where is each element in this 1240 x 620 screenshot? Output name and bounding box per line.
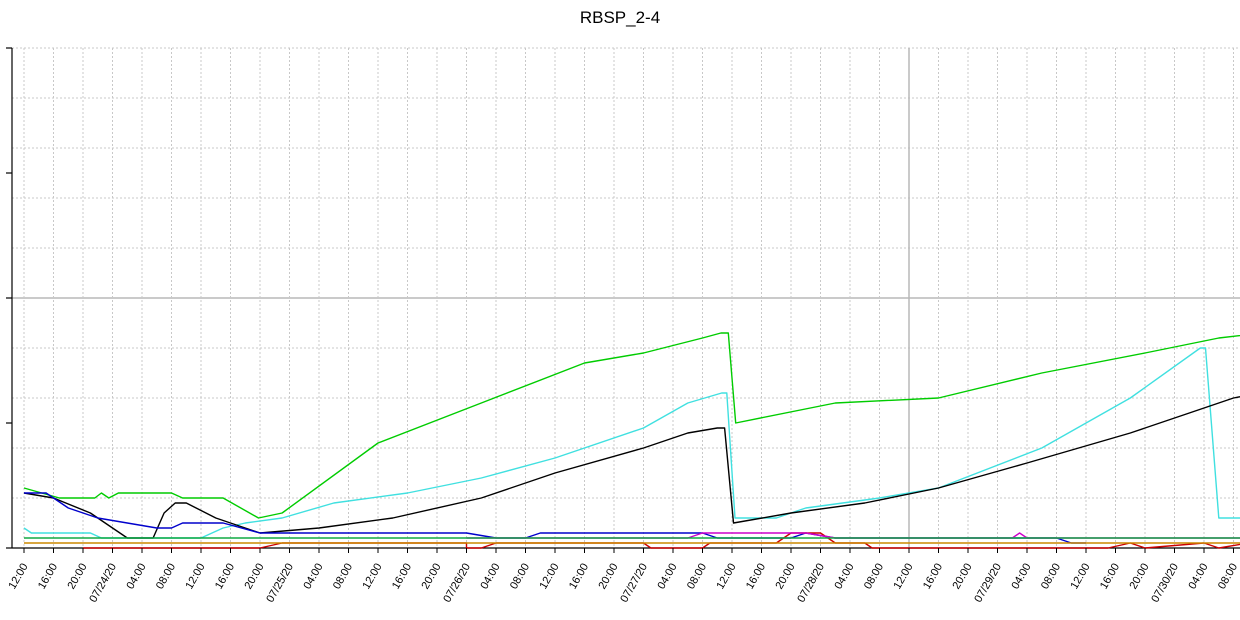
x-tick-label: 16:00 (390, 562, 414, 592)
x-tick-label: 04:00 (1009, 562, 1033, 592)
x-tick-label: 07/30/20 (1149, 562, 1181, 605)
x-tick-label: 20:00 (596, 562, 620, 592)
x-tick-label: 07/26/20 (441, 562, 473, 605)
x-tick-label: 08:00 (331, 562, 355, 592)
series-line-0 (23, 332, 1240, 519)
x-tick-label: 16:00 (744, 562, 768, 592)
x-tick-label: 16:00 (36, 562, 60, 592)
x-tick-label: 12:00 (1068, 562, 1092, 592)
x-tick-label: 12:00 (714, 562, 738, 592)
x-tick-label: 04:00 (832, 562, 856, 592)
grid (12, 47, 1240, 548)
x-tick-label: 04:00 (478, 562, 502, 592)
x-tick-label: 07/29/20 (972, 562, 1004, 605)
x-tick-label: 16:00 (921, 562, 945, 592)
series-line-5 (466, 532, 1240, 539)
chart-title: RBSP_2-4 (579, 8, 661, 27)
x-tick-label: 08:00 (862, 562, 886, 592)
x-tick-label: 20:00 (419, 562, 443, 592)
x-tick-label: 08:00 (508, 562, 532, 592)
x-tick-label: 07/24/20 (87, 562, 119, 605)
x-tick-label: 04:00 (655, 562, 679, 592)
x-tick-label: 16:00 (213, 562, 237, 592)
x-tick-label: 12:00 (6, 562, 30, 592)
x-tick-label: 07/28/20 (795, 562, 827, 605)
x-tick-label: 20:00 (1127, 562, 1151, 592)
series-line-4 (83, 532, 1240, 549)
x-tick-label: 12:00 (891, 562, 915, 592)
x-tick-label: 16:00 (567, 562, 591, 592)
x-tick-label: 20:00 (65, 562, 89, 592)
x-tick-label: 20:00 (242, 562, 266, 592)
x-tick-label: 04:00 (1186, 562, 1210, 592)
x-tick-label: 04:00 (301, 562, 325, 592)
series-line-2 (23, 396, 1240, 539)
x-tick-label: 20:00 (950, 562, 974, 592)
x-tick-label: 07/27/20 (618, 562, 650, 605)
x-tick-label: 16:00 (1098, 562, 1122, 592)
x-tick-label: 12:00 (537, 562, 561, 592)
series-group (23, 332, 1240, 549)
x-tick-label: 08:00 (1216, 562, 1240, 592)
x-tick-label: 12:00 (360, 562, 384, 592)
x-tick-label: 08:00 (685, 562, 709, 592)
x-tick-label: 07/25/20 (264, 562, 296, 605)
series-line-1 (23, 347, 1240, 539)
x-tick-label: 04:00 (124, 562, 148, 592)
x-tick-label: 08:00 (1039, 562, 1063, 592)
x-tick-label: 12:00 (183, 562, 207, 592)
x-tick-label: 20:00 (773, 562, 797, 592)
x-tick-label: 08:00 (154, 562, 178, 592)
